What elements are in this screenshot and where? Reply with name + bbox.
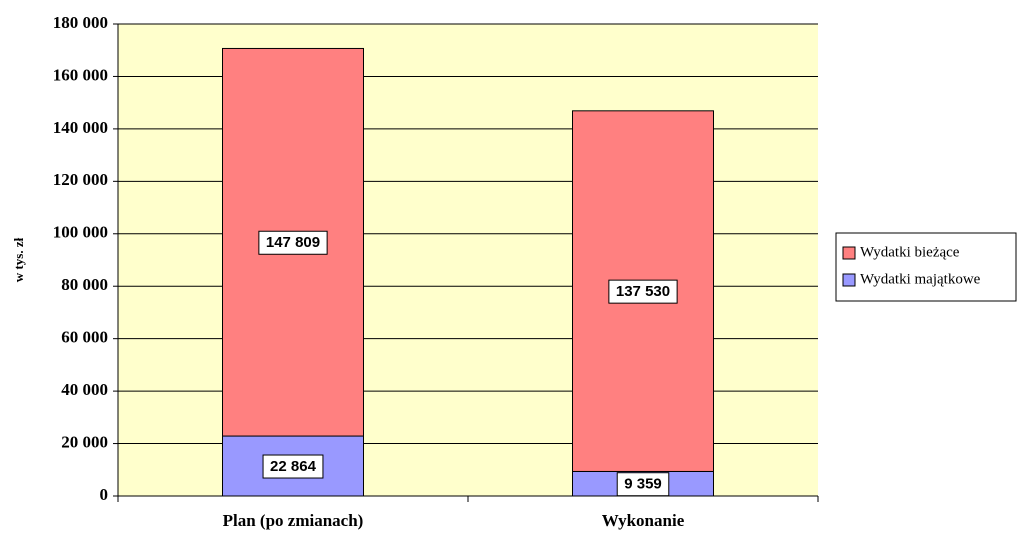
data-label-text: 137 530 (616, 283, 670, 300)
legend-swatch (842, 246, 856, 260)
data-label: 22 864 (262, 454, 324, 479)
y-tick-label: 140 000 (53, 118, 108, 137)
data-label: 147 809 (258, 230, 328, 255)
data-label-box (258, 230, 328, 255)
y-tick-label: 100 000 (53, 223, 108, 242)
data-label-text: 147 809 (266, 234, 320, 251)
y-tick-label: 120 000 (53, 170, 108, 189)
legend-label: Wydatki bieżące (860, 244, 960, 260)
data-label-box (608, 279, 678, 304)
y-axis-label: w tys. zł (11, 237, 26, 282)
y-tick-label: 20 000 (61, 432, 108, 451)
data-label-text: 9 359 (624, 476, 662, 493)
x-tick-label: Wykonanie (602, 511, 685, 530)
data-label-box (616, 472, 670, 497)
legend-label: Wydatki majątkowe (860, 271, 981, 287)
data-label-box (262, 454, 324, 479)
y-tick-label: 40 000 (61, 380, 108, 399)
legend-box (835, 232, 1017, 302)
x-tick-label: Plan (po zmianach) (223, 511, 364, 530)
data-label: 137 530 (608, 279, 678, 304)
y-tick-label: 0 (100, 485, 109, 504)
legend-swatch (842, 273, 856, 287)
data-label-text: 22 864 (270, 458, 317, 475)
data-label: 9 359 (616, 472, 670, 497)
y-tick-label: 160 000 (53, 65, 108, 84)
y-tick-label: 180 000 (53, 13, 108, 32)
y-tick-label: 60 000 (61, 328, 108, 347)
y-tick-label: 80 000 (61, 275, 108, 294)
